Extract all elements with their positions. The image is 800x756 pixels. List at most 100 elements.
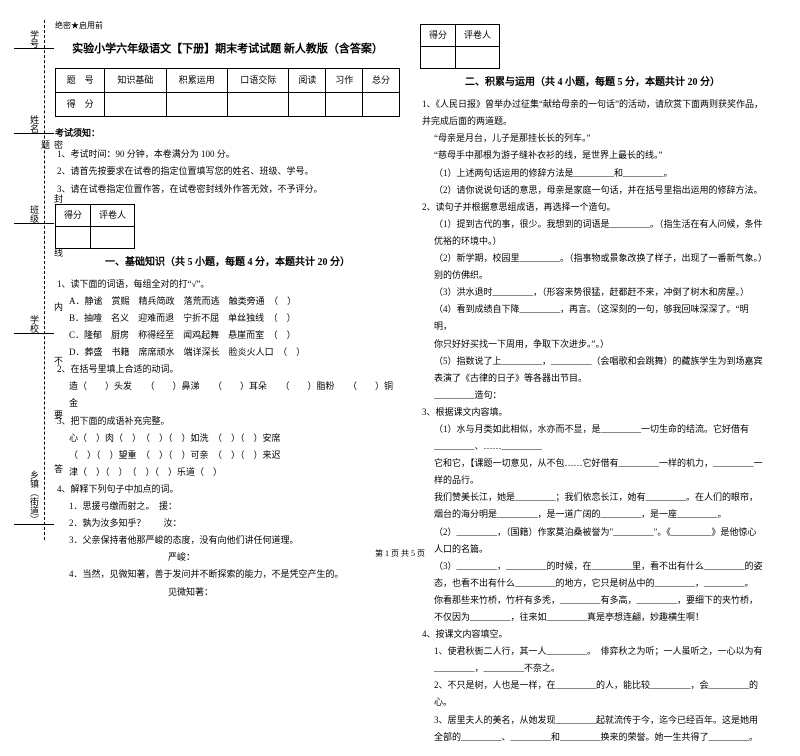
score-label: 得 分 <box>56 93 105 117</box>
notice-line: 2、请首先按要求在试卷的指定位置填写您的姓名、班级、学号。 <box>57 163 400 180</box>
score-header: 阅读 <box>289 69 326 93</box>
rq2-line: （1）提到古代的事，很少。我想到的词语是_________。（指生活在有人问候，… <box>434 216 765 250</box>
secrecy-tag: 绝密★启用前 <box>55 18 400 33</box>
score-cell <box>363 93 400 117</box>
rq3-line: （1）水与月类如此相似，水亦而不显，是_________一切生命的结流。它好借有… <box>434 421 765 455</box>
q1-opt: 脸炎火人口 <box>229 347 274 357</box>
q1-opt: 端详深长 <box>184 347 220 357</box>
margin-student-id: 学号 <box>14 30 54 49</box>
q1-opt: 席席顽水 <box>139 347 175 357</box>
score-header: 习作 <box>326 69 363 93</box>
q1-opt: B．抽噎 <box>69 313 102 323</box>
rq2-line: （5）指数说了上_________，_________（会唱歌和会跳舞）的藏族学… <box>434 353 765 387</box>
rq4-line: 1、使君秋衙二人行，其一人_________。 俳弈秋之为听；一人虽听之，一心以… <box>434 643 765 677</box>
rq1-line: “慈母手中那根为游子缝补衣衫的线，是世界上最长的线。” <box>434 147 765 164</box>
q1-opt: 闻鸡起舞 <box>183 330 219 340</box>
small-score-cell <box>91 226 135 248</box>
q1-opt: 精兵简政 <box>139 296 175 306</box>
notice-line: 3、请在试卷指定位置作答，在试卷密封线外作答无效，不予评分。 <box>57 181 400 198</box>
q1-opt: （ ） <box>283 347 306 357</box>
rq2-line: 别的仿佛织。 <box>434 267 765 284</box>
rq2-line: （4）看到成绩自下降_________，再言。（这深刻的一句，够我回味深深了。“… <box>434 301 765 335</box>
q1-opt: D．葬盛 <box>69 347 103 357</box>
q1-opt: 悬崖而室 <box>228 330 264 340</box>
page: 绝密★启用前 实验小学六年级语文【下册】期末考试试题 新人教版（含答案） 题 号… <box>0 0 800 756</box>
q1-opt: 迎难而退 <box>138 313 174 323</box>
r-question-3: 3、根据课文内容填。 <box>422 404 765 421</box>
margin-name: 姓名 <box>14 115 54 134</box>
q1-opt: （ ） <box>273 330 296 340</box>
section-score-box: 得分 评卷人 <box>420 24 500 69</box>
rq3-line: （3）_________，_________的时候，在_________里，看不… <box>434 558 765 592</box>
q3-line: 津（ ）（ ） （ ）（ ）乐道（ ） <box>69 464 400 481</box>
rq1-line: （1）上述两句话运用的修辞方法是_________和_________。 <box>434 165 765 182</box>
r-question-1: 1、《人民日报》曾举办过征集“献给母亲的一句话”的活动，请欣赏下面两则获奖作品，… <box>422 96 765 130</box>
q1-opt: （ ） <box>273 313 296 323</box>
score-value-row: 得 分 <box>56 93 400 117</box>
score-cell <box>326 93 363 117</box>
q1-opt: 触类旁通 <box>229 296 265 306</box>
score-cell <box>105 93 166 117</box>
small-score-label: 评卷人 <box>91 204 135 226</box>
section-2-title: 二、积累与运用（共 4 小题，每题 5 分，本题共计 20 分） <box>420 73 765 92</box>
score-cell <box>289 93 326 117</box>
question-3: 3、把下面的成语补充完整。 <box>57 413 400 430</box>
section-score-box: 得分 评卷人 <box>55 204 135 249</box>
q1-row: D．葬盛 书籍 席席顽水 端详深长 脸炎火人口 （ ） <box>69 344 400 361</box>
exam-title: 实验小学六年级语文【下册】期末考试试题 新人教版（含答案） <box>55 39 400 60</box>
score-cell <box>166 93 227 117</box>
score-header: 知识基础 <box>105 69 166 93</box>
rq2-line: （3）洪水退时_________，（形容来势很猛，赶都赶不来，冲倒了树木和房屋。… <box>434 284 765 301</box>
q4-line: 3．父亲保持者他那严峻的态度，没有向他们讲任何道理。 <box>69 532 400 549</box>
q4-line: 2．孰为汝多知乎？ 汝： <box>69 515 400 532</box>
rq2-line: （2）新学期，校园里_________。（指事物或景象改换了样子，出现了一番新气… <box>434 250 765 267</box>
small-score-cell <box>421 47 456 69</box>
right-column: 得分 评卷人 二、积累与运用（共 4 小题，每题 5 分，本题共计 20 分） … <box>420 18 765 746</box>
q1-row: B．抽噎 名义 迎难而退 宁折不屈 单丝独线 （ ） <box>69 310 400 327</box>
q3-line: （ ）（ ）望重 （ ）（ ）可亲 （ ）（ ）来迟 <box>69 447 400 464</box>
q1-row: C．隆郁 厨房 称得经至 闻鸡起舞 悬崖而室 （ ） <box>69 327 400 344</box>
q4-line: 4．当然，见微知著，善于发问并不断探索的能力，不是凭空产生的。 <box>69 566 400 583</box>
q1-opt: A．静谧 <box>69 296 103 306</box>
q4-line: 见微知著： <box>69 584 400 601</box>
rq2-line: 你只好好买找一下周用，争取下次进步。”。） <box>434 336 765 353</box>
q4-line: 1．思援弓缴而射之。 援： <box>69 498 400 515</box>
score-header: 题 号 <box>56 69 105 93</box>
q1-row: A．静谧 赏赐 精兵简政 落荒而逃 触类旁通 （ ） <box>69 293 400 310</box>
q1-opt: 落荒而逃 <box>184 296 220 306</box>
score-cell <box>227 93 288 117</box>
r-question-2: 2、读句子并根据意思组成语，再选择一个造句。 <box>422 199 765 216</box>
q1-opt: 宁折不屈 <box>183 313 219 323</box>
small-score-label: 评卷人 <box>456 25 500 47</box>
rq3-line: 你看那些来竹桥，竹杆有多秃，_________有多高，_________，要细下… <box>434 592 765 626</box>
margin-labels: 学号 姓名 班级 学校 乡镇（街道） 密 封 线 内 不 要 答 题 <box>14 20 50 540</box>
q2-line: 造（ ）头发 （ ）鼻涕 （ ）耳朵 （ ）脂粉 （ ）铜金 <box>69 378 400 412</box>
rq3-line: 它和它，【课题一切意见，从不包……它好借有_________一样的机力，____… <box>434 455 765 489</box>
score-table: 题 号 知识基础 积累运用 口语交际 阅读 习作 总分 得 分 <box>55 68 400 117</box>
page-footer: 第 1 页 共 5 页 <box>0 548 800 559</box>
score-header-row: 题 号 知识基础 积累运用 口语交际 阅读 习作 总分 <box>56 69 400 93</box>
rq1-line: “母亲是月台，儿子是那挂长长的列车。” <box>434 130 765 147</box>
fold-text: 密 封 线 内 不 要 答 题 <box>39 140 65 540</box>
small-score-label: 得分 <box>421 25 456 47</box>
q1-opt: 厨房 <box>111 330 129 340</box>
q1-opt: 赏赐 <box>112 296 130 306</box>
question-1: 1、读下面的词语，每组全对的打“√”。 <box>57 276 400 293</box>
question-4: 4、解释下列句子中加点的词。 <box>57 481 400 498</box>
small-score-cell <box>456 47 500 69</box>
notice-title: 考试须知： <box>55 125 400 142</box>
q3-line: 心（ ）肉（ ） （ ）（ ）如洗 （ ）（ ）安席 <box>69 430 400 447</box>
rq4-line: 3、居里夫人的美名，从她发现_________起就流传于今，迄今已经百年。这是她… <box>434 712 765 746</box>
rq4-line: 2、不只是树，人也是一样，在_________的人，能比较_________，会… <box>434 677 765 711</box>
rq2-line: _________造句： <box>434 387 765 404</box>
section-1-title: 一、基础知识（共 5 小题，每题 4 分，本题共计 20 分） <box>55 253 400 272</box>
rq3-line: 我们赞美长江，她是_________；我们依恋长江，她有_________。在人… <box>434 489 765 523</box>
q1-opt: 名义 <box>111 313 129 323</box>
q1-opt: 书籍 <box>112 347 130 357</box>
question-2: 2、在括号里填上合适的动词。 <box>57 361 400 378</box>
q1-opt: （ ） <box>274 296 297 306</box>
q1-opt: 称得经至 <box>138 330 174 340</box>
r-question-4: 4、按课文内容填空。 <box>422 626 765 643</box>
rq1-line: （2）请你说说句话的意思，母亲是家庭一句话，并在括号里指出运用的修辞方法。 <box>434 182 765 199</box>
q1-opt: 单丝独线 <box>228 313 264 323</box>
